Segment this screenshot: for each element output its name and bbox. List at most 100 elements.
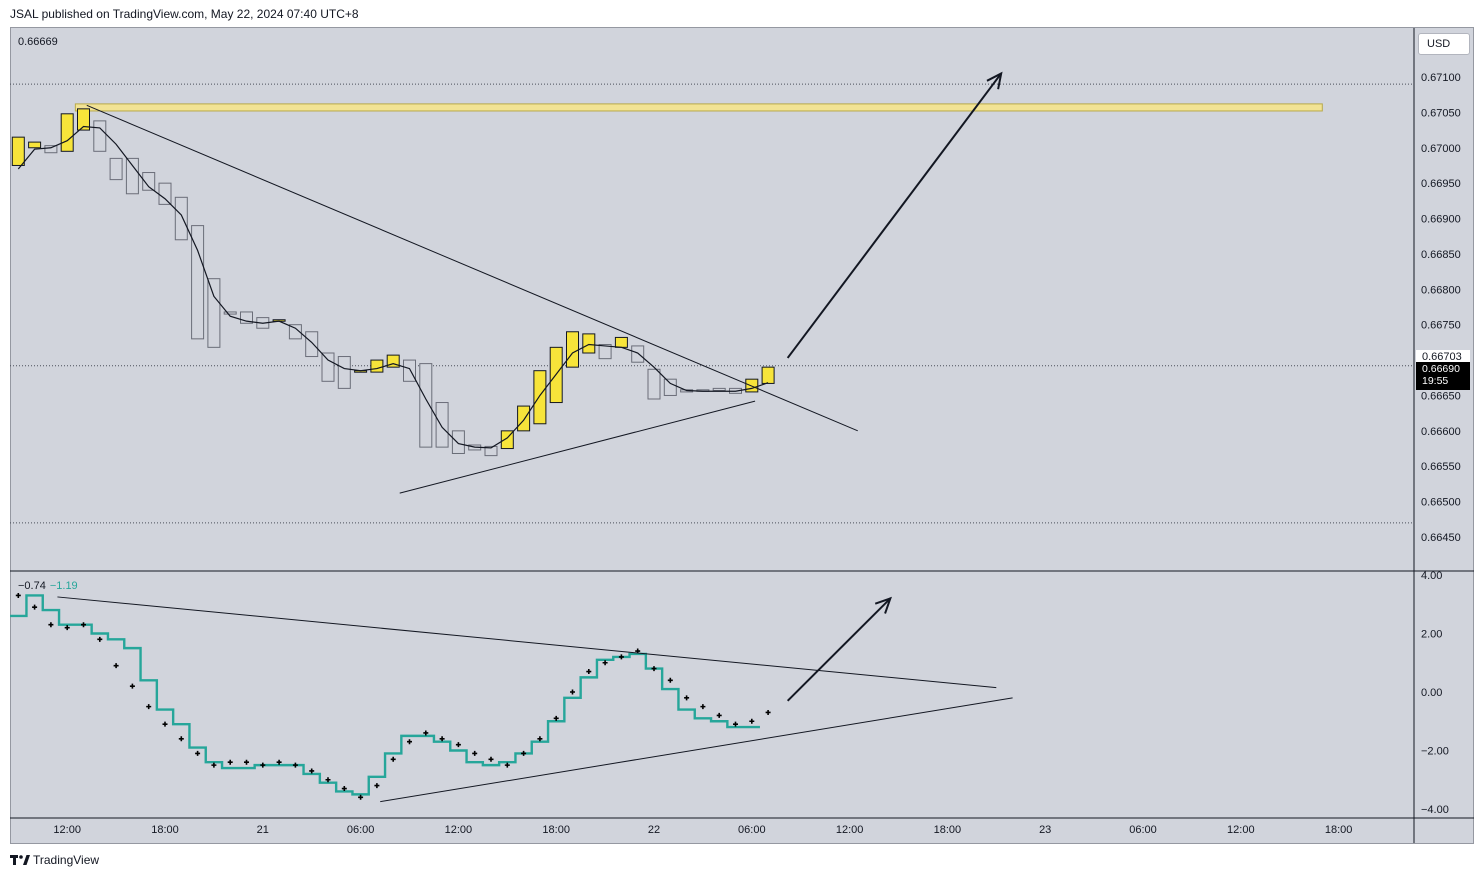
indicator-lower-trendline	[380, 697, 1013, 803]
price-tick-label: 0.66950	[1421, 178, 1461, 190]
candle	[240, 311, 253, 324]
time-tick-label: 06:00	[1129, 824, 1157, 836]
candle	[712, 387, 726, 392]
moving-average-line	[17, 125, 769, 449]
candle	[533, 370, 547, 425]
indicator-dot	[292, 762, 298, 768]
indicator-dot	[700, 704, 706, 710]
time-tick-label: 18:00	[1325, 824, 1353, 836]
candle	[435, 402, 449, 448]
candle	[77, 108, 90, 131]
tradingview-logo[interactable]: TradingView	[10, 853, 99, 867]
indicator-dot	[553, 715, 559, 721]
price-tick-label: 0.67100	[1421, 72, 1461, 84]
time-tick-label: 23	[1039, 824, 1051, 836]
price-tick-label: 0.66750	[1421, 320, 1461, 332]
ohlc-value-label: 0.66669	[18, 36, 58, 48]
price-tick-label: 0.66650	[1421, 390, 1461, 402]
indicator-dot	[341, 786, 347, 792]
indicator-dot	[64, 625, 70, 631]
candle	[566, 331, 579, 368]
indicator-dot	[227, 759, 233, 765]
indicator-dot	[439, 736, 445, 742]
candle	[191, 225, 205, 340]
indicator-dot	[716, 712, 722, 718]
time-tick-label: 06:00	[347, 824, 375, 836]
candle	[109, 157, 123, 181]
descending-trendline	[86, 104, 858, 432]
candle	[207, 278, 221, 348]
indicator-dot	[32, 604, 38, 610]
candle	[761, 366, 775, 384]
candle	[44, 145, 58, 154]
candle	[419, 363, 433, 448]
indicator-dot	[358, 794, 364, 800]
candle	[370, 359, 384, 373]
currency-button[interactable]: USD	[1418, 33, 1470, 55]
candle	[614, 336, 628, 348]
price-tick-label: 0.66450	[1421, 532, 1461, 544]
published-header: JSAL published on TradingView.com, May 2…	[10, 7, 359, 21]
indicator-dot	[504, 762, 510, 768]
price-tick-label: 0.67050	[1421, 107, 1461, 119]
indicator-dot	[325, 777, 331, 783]
indicator-dot	[276, 759, 282, 765]
time-tick-label: 21	[257, 824, 269, 836]
indicator-tick-label: 2.00	[1421, 629, 1442, 641]
indicator-dot	[244, 759, 249, 765]
candle	[93, 120, 107, 152]
resistance-zone	[74, 103, 1323, 112]
candle	[663, 378, 677, 396]
indicator-dot	[521, 750, 527, 756]
candle	[305, 331, 319, 358]
price-tick-label: 0.66550	[1421, 461, 1461, 473]
ascending-trendline	[399, 400, 756, 494]
price-tick-label: 0.66600	[1421, 426, 1461, 438]
indicator-dot	[667, 677, 673, 683]
price-tick-label: 0.66900	[1421, 214, 1461, 226]
indicator-dot	[162, 721, 168, 727]
time-tick-label: 06:00	[738, 824, 766, 836]
bullish-arrow	[786, 72, 1002, 359]
candle	[647, 368, 661, 400]
indicator-arrow	[786, 597, 892, 702]
indicator-dot	[570, 689, 575, 695]
candle	[28, 141, 42, 149]
indicator-tick-label: 0.00	[1421, 687, 1442, 699]
indicator-dot	[97, 636, 103, 642]
indicator-dot	[618, 654, 624, 660]
current-price-value: 0.66690	[1422, 363, 1460, 375]
candle	[125, 157, 139, 195]
indicator-dot	[455, 742, 461, 748]
indicator-legend: −0.74 −1.19	[18, 580, 78, 592]
indicator-tick-label: 4.00	[1421, 570, 1442, 582]
indicator-dot	[195, 750, 201, 756]
indicator-dot	[309, 768, 315, 774]
indicator-value-line: −1.19	[49, 580, 78, 592]
candle	[337, 356, 351, 389]
price-tick-label: 0.66800	[1421, 284, 1461, 296]
time-tick-label: 12:00	[53, 824, 81, 836]
indicator-dot	[48, 622, 54, 628]
candle	[598, 344, 612, 360]
indicator-dot	[749, 718, 755, 724]
candle	[484, 445, 498, 457]
indicator-dot	[81, 622, 86, 628]
indicator-dot	[684, 695, 690, 701]
indicator-dot	[260, 762, 266, 768]
candle	[288, 324, 302, 340]
price-tick-label: 0.66850	[1421, 249, 1461, 261]
indicator-arrow-head	[874, 596, 892, 614]
chart-area[interactable]	[10, 27, 1474, 844]
indicator-dot	[488, 756, 494, 762]
price-tick-label: 0.66500	[1421, 497, 1461, 509]
candle	[451, 430, 465, 454]
candle	[60, 113, 74, 152]
time-tick-label: 12:00	[836, 824, 864, 836]
candle	[11, 136, 25, 166]
time-tick-label: 18:00	[934, 824, 962, 836]
indicator-tick-label: −4.00	[1421, 804, 1449, 816]
indicator-dot	[733, 721, 738, 727]
time-tick-label: 18:00	[542, 824, 570, 836]
